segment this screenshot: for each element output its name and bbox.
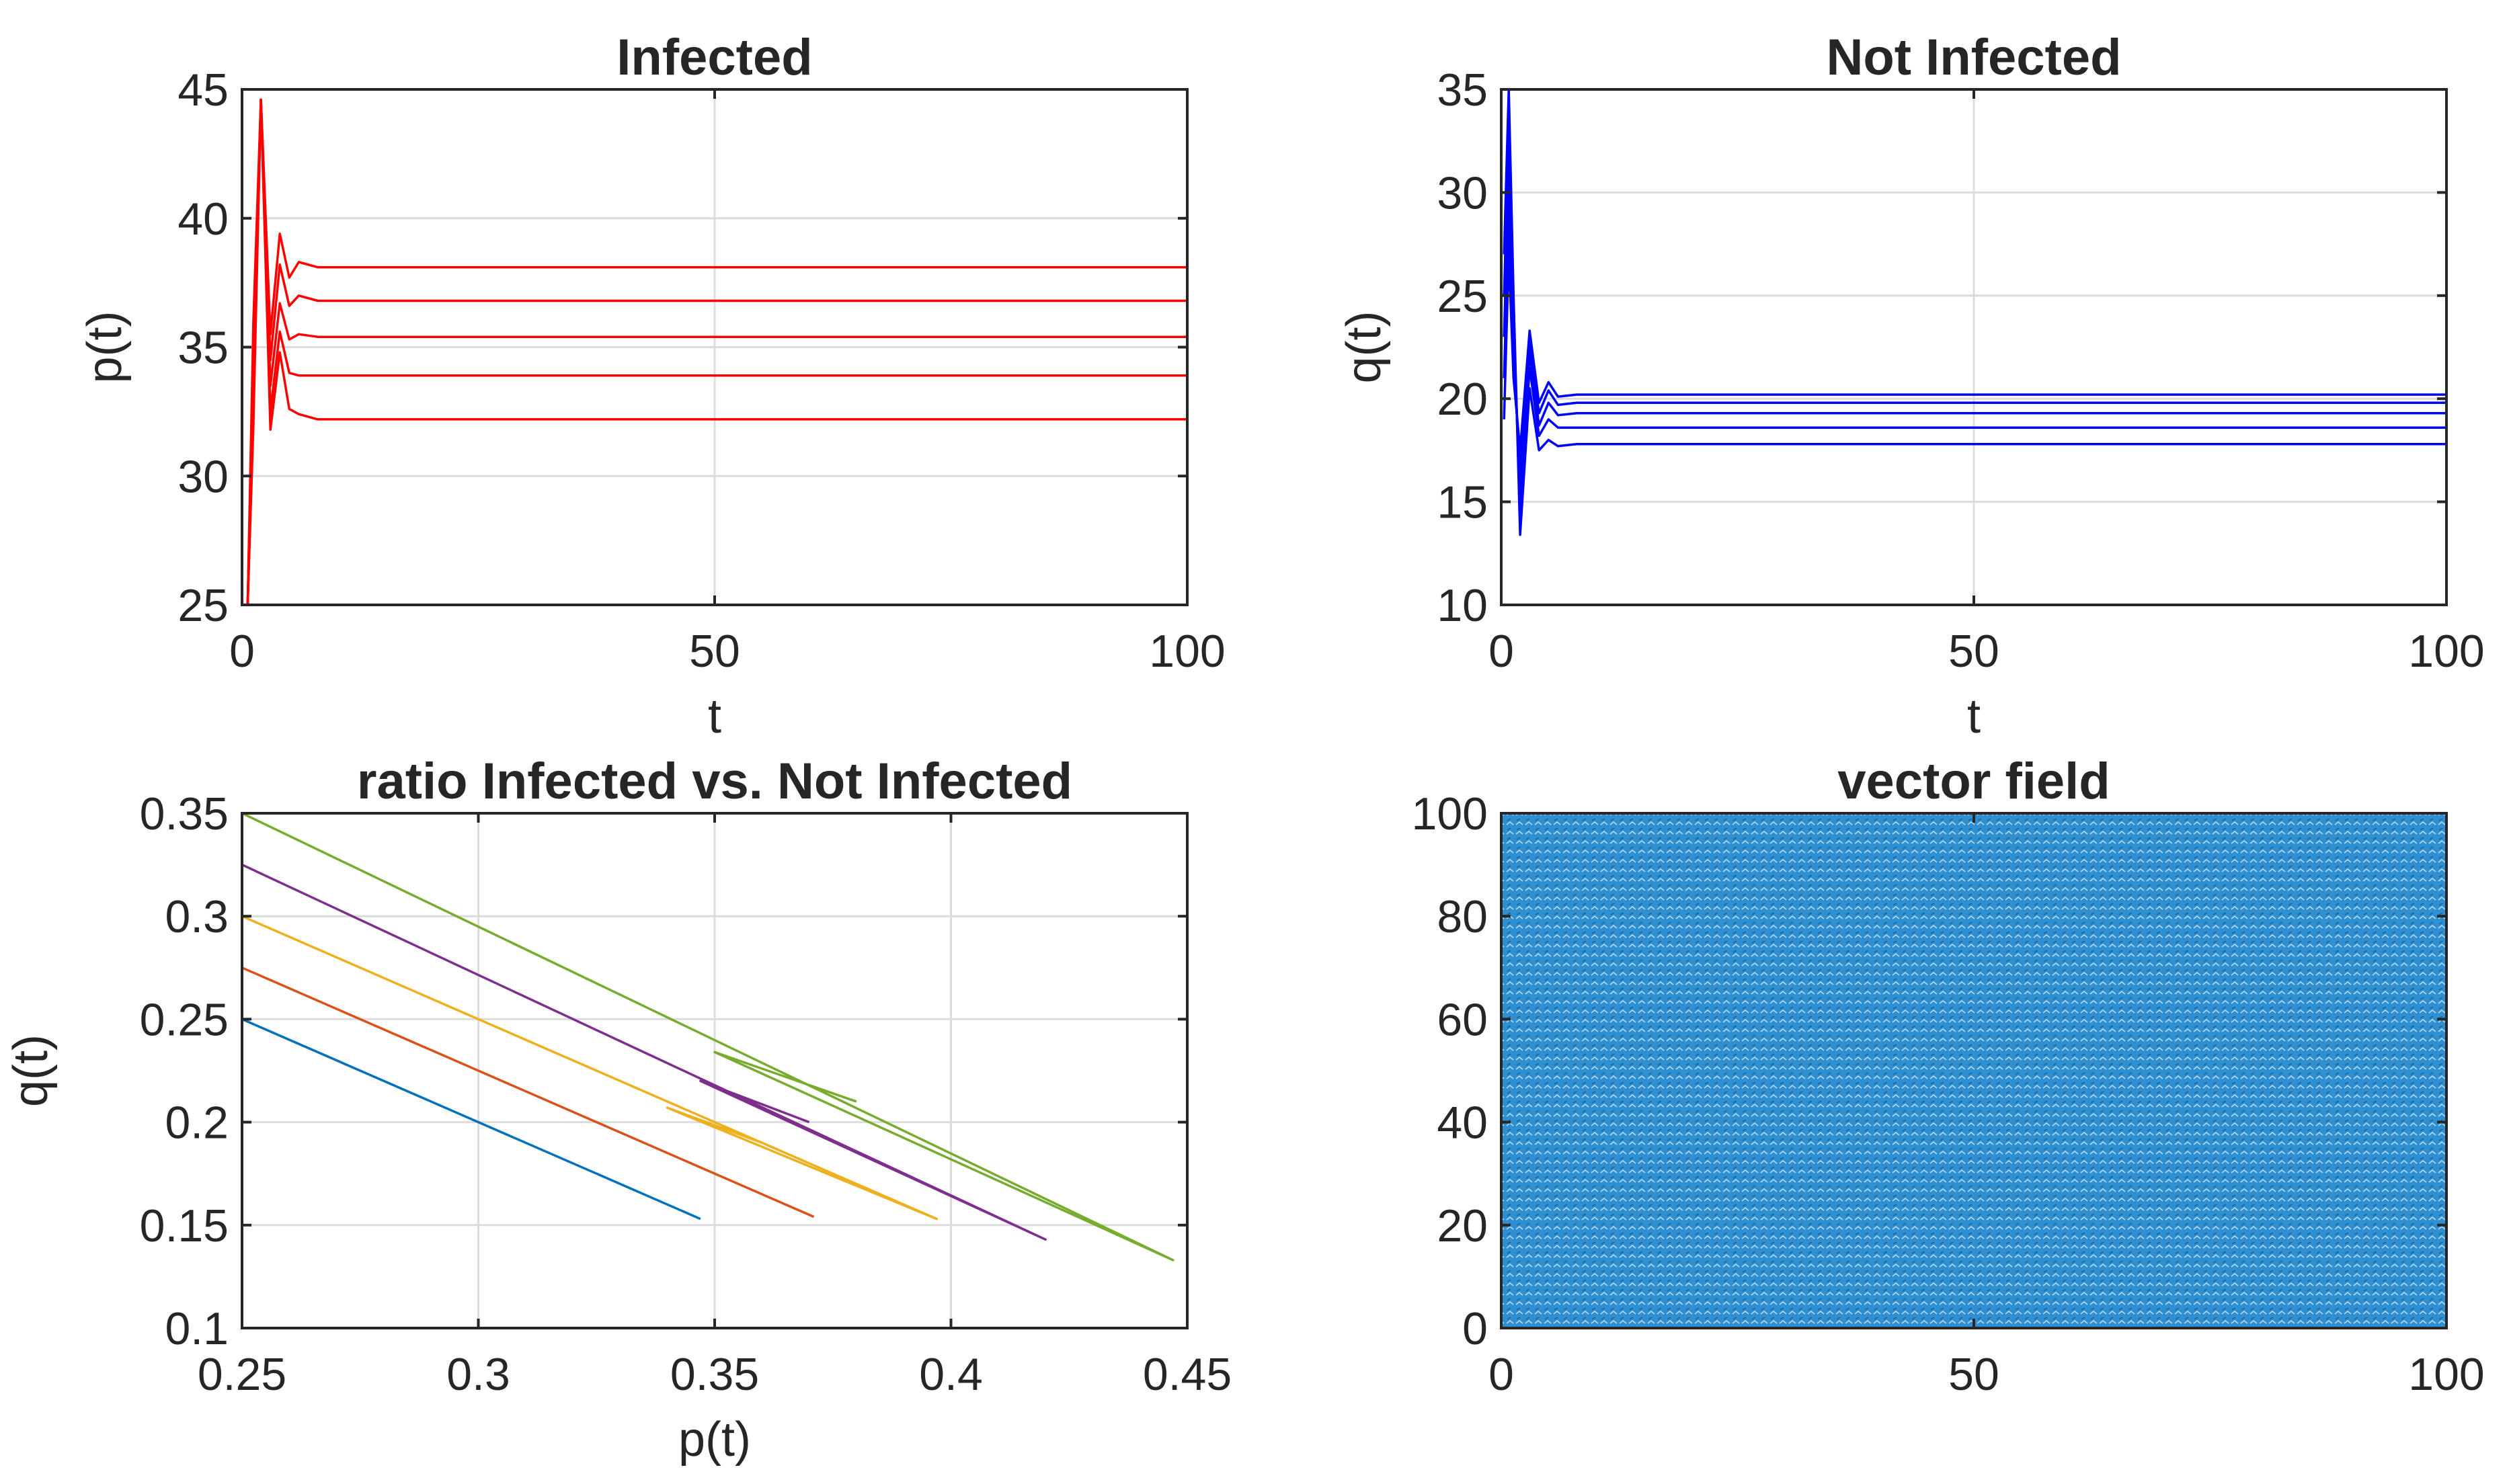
plot-title: vector field bbox=[1837, 753, 2110, 810]
series-line-4 bbox=[241, 864, 1047, 1241]
plot-3: 0.25 0.3 0.35 0.4 0.45 0.1 0.15 0.2 0.25 0.3 0.35 r… bbox=[4, 753, 1232, 1467]
y-tick-label: 45 bbox=[177, 65, 229, 116]
y-tick-label: 0.3 bbox=[165, 891, 229, 942]
x-tick-label: 50 bbox=[1948, 1349, 1999, 1400]
x-axis-label: p(t) bbox=[678, 1413, 751, 1467]
plot-title: Infected bbox=[616, 29, 812, 86]
axes-frame bbox=[241, 88, 1189, 606]
y-tick-label: 15 bbox=[1437, 477, 1488, 528]
series-line-2 bbox=[241, 966, 815, 1219]
y-tick-label: 0 bbox=[1462, 1303, 1488, 1354]
series-line-5 bbox=[246, 98, 1187, 606]
y-tick-label: 0.35 bbox=[140, 788, 229, 839]
axes-frame bbox=[1500, 88, 2448, 606]
x-tick-label: 0 bbox=[1488, 626, 1514, 677]
y-tick-label: 0.1 bbox=[165, 1303, 229, 1354]
y-tick-label: 30 bbox=[1437, 167, 1488, 218]
series-line-3 bbox=[241, 915, 939, 1221]
plot-1: 0 50 100 25 30 35 40 45 Infected t p(t) bbox=[78, 29, 1226, 743]
x-tick-label: 100 bbox=[1149, 626, 1225, 677]
y-tick-label: 25 bbox=[177, 580, 229, 631]
y-tick-label: 60 bbox=[1437, 994, 1488, 1045]
y-axis-label: p(t) bbox=[78, 311, 132, 384]
vector-field-arrows bbox=[1501, 813, 2446, 1328]
x-tick-label: 0 bbox=[1488, 1349, 1514, 1400]
x-tick-label: 100 bbox=[2408, 626, 2484, 677]
y-tick-label: 35 bbox=[1437, 65, 1488, 116]
x-tick-label: 0.25 bbox=[198, 1349, 286, 1400]
y-tick-label: 40 bbox=[177, 194, 229, 245]
series-line-5 bbox=[1503, 253, 2446, 452]
y-tick-label: 80 bbox=[1437, 891, 1488, 942]
x-tick-label: 0.45 bbox=[1143, 1349, 1232, 1400]
axes-frame bbox=[241, 812, 1189, 1329]
y-tick-label: 20 bbox=[1437, 374, 1488, 425]
y-tick-label: 0.25 bbox=[140, 994, 229, 1045]
x-tick-label: 100 bbox=[2408, 1349, 2484, 1400]
y-tick-label: 10 bbox=[1437, 580, 1488, 631]
x-tick-label: 0.35 bbox=[670, 1349, 759, 1400]
y-axis-label: q(t) bbox=[4, 1034, 58, 1107]
x-axis-label: t bbox=[1967, 690, 1981, 743]
y-tick-label: 0.2 bbox=[165, 1098, 229, 1149]
y-axis-label: q(t) bbox=[1337, 311, 1391, 384]
series-line-1 bbox=[241, 1018, 701, 1221]
x-tick-label: 50 bbox=[689, 626, 740, 677]
x-tick-label: 0 bbox=[229, 626, 255, 677]
y-tick-label: 35 bbox=[177, 323, 229, 374]
y-tick-label: 20 bbox=[1437, 1200, 1488, 1251]
plot-title: ratio Infected vs. Not Infected bbox=[357, 753, 1072, 810]
plot-title: Not Infected bbox=[1826, 29, 2121, 86]
plot-4: 0 50 100 0 20 40 60 80 100 vector field bbox=[1412, 753, 2485, 1400]
y-tick-label: 25 bbox=[1437, 271, 1488, 322]
axes-frame bbox=[1500, 812, 2448, 1329]
plot-2: 0 50 100 10 15 20 25 30 35 Not Infected t q(t) bbox=[1337, 29, 2485, 743]
series-line-5 bbox=[241, 812, 1174, 1262]
x-axis-label: t bbox=[708, 690, 721, 743]
x-tick-label: 50 bbox=[1948, 626, 1999, 677]
y-tick-label: 100 bbox=[1412, 788, 1488, 839]
y-tick-label: 40 bbox=[1437, 1098, 1488, 1149]
y-tick-label: 30 bbox=[177, 451, 229, 502]
x-tick-label: 0.3 bbox=[446, 1349, 510, 1400]
x-tick-label: 0.4 bbox=[919, 1349, 983, 1400]
y-tick-label: 0.15 bbox=[140, 1200, 229, 1251]
